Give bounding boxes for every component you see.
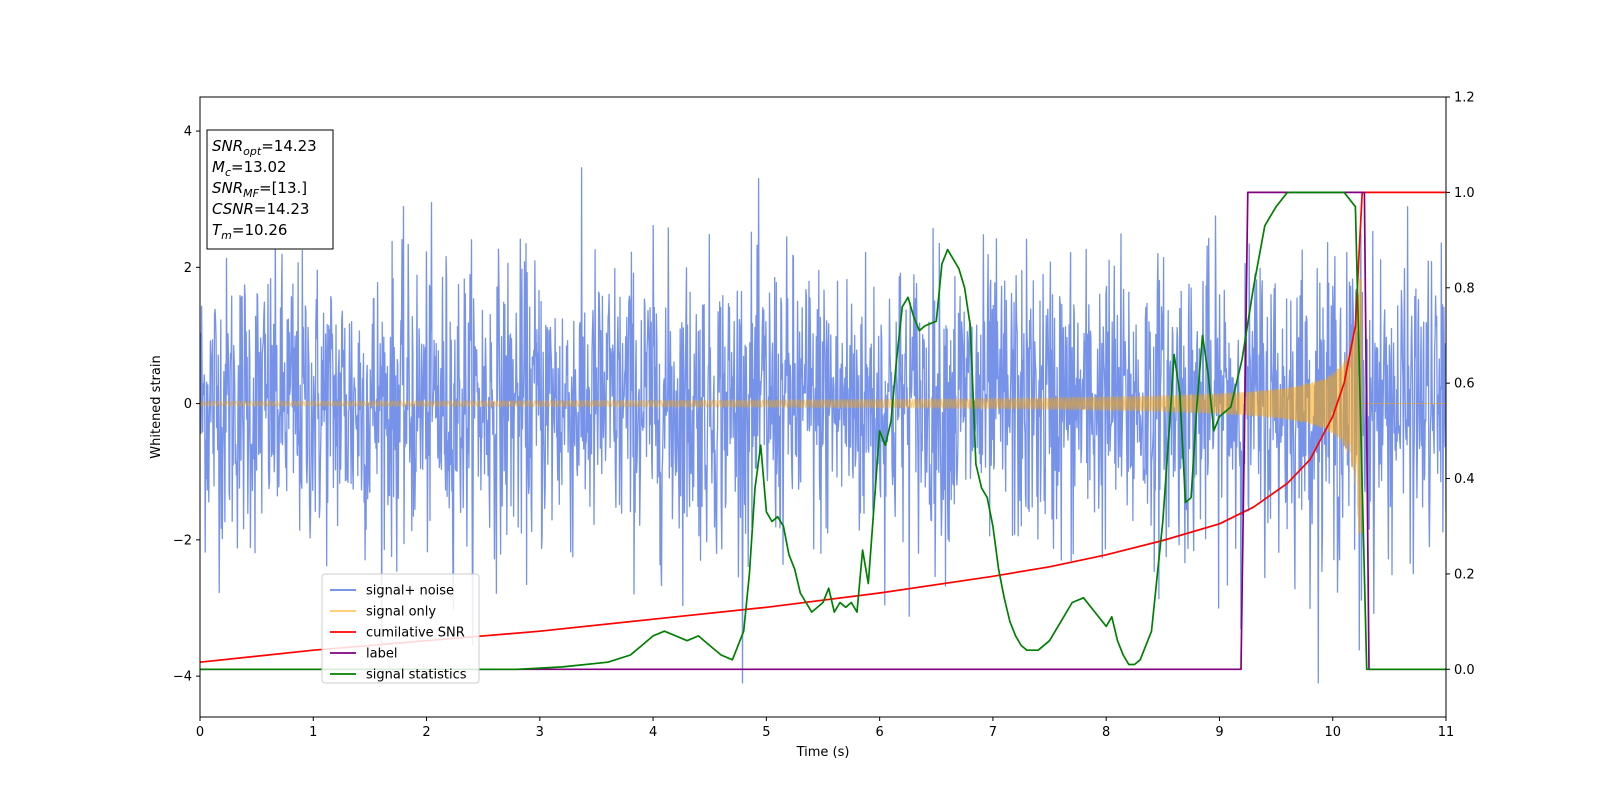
stats-line: SNRopt=14.23 bbox=[212, 137, 317, 158]
x-tick-label: 9 bbox=[1215, 725, 1223, 740]
series-cumilative-snr bbox=[200, 191, 1446, 664]
y2-tick-label: 0.8 bbox=[1454, 281, 1475, 296]
series-layer bbox=[200, 167, 1446, 684]
plot-frame bbox=[199, 96, 1447, 718]
series-signal-only bbox=[200, 278, 1446, 534]
x-tick-label: 5 bbox=[762, 725, 770, 740]
y2-tick-label: 0.6 bbox=[1454, 377, 1475, 392]
y-tick-label: −4 bbox=[173, 670, 192, 685]
y2-tick-label: 1.0 bbox=[1454, 186, 1475, 201]
stats-line: CSNR=14.23 bbox=[212, 200, 309, 218]
x-axis-label: Time (s) bbox=[796, 745, 850, 760]
x-tick-label: 7 bbox=[989, 725, 997, 740]
legend-label: cumilative SNR bbox=[366, 626, 465, 641]
y-tick-label: 2 bbox=[184, 261, 192, 276]
series-signal-noise bbox=[200, 167, 1446, 684]
legend: signal+ noise signal only cumilative SNR la… bbox=[321, 573, 480, 684]
x-tick-label: 1 bbox=[309, 725, 317, 740]
legend-label: signal+ noise bbox=[366, 584, 454, 599]
x-tick-label: 8 bbox=[1102, 725, 1110, 740]
x-tick-label: 3 bbox=[536, 725, 544, 740]
stats-line: Mc=13.02 bbox=[212, 158, 287, 179]
legend-frame bbox=[321, 573, 480, 684]
stats-line: Tm=10.26 bbox=[212, 221, 287, 242]
x-tick-label: 4 bbox=[649, 725, 657, 740]
x-tick-label: 6 bbox=[875, 725, 883, 740]
x-tick-label: 2 bbox=[422, 725, 430, 740]
y2-tick-label: 0.4 bbox=[1454, 472, 1475, 487]
stats-line: SNRMF=[13.] bbox=[212, 179, 307, 200]
series-signal-statistics bbox=[200, 191, 1446, 671]
axes-layer: 0 1 2 3 4 5 6 7 8 9 10 11 −4 −2 0 2 4 0.0 0.2 0.4 0.6 0.8 1.0 1… bbox=[173, 91, 1475, 741]
x-tick-label: 11 bbox=[1438, 725, 1455, 740]
stats-box-frame bbox=[206, 129, 334, 250]
legend-label: signal only bbox=[366, 605, 436, 620]
y-tick-label: 0 bbox=[184, 397, 192, 412]
x-tick-label: 10 bbox=[1324, 725, 1341, 740]
legend-label: label bbox=[366, 647, 397, 662]
stats-box: SNRopt=14.23Mc=13.02SNRMF=[13.]CSNR=14.2… bbox=[206, 129, 334, 250]
y-tick-label: −2 bbox=[173, 533, 192, 548]
y2-tick-label: 0.0 bbox=[1454, 663, 1475, 678]
legend-label: signal statistics bbox=[366, 668, 467, 683]
y2-tick-label: 1.2 bbox=[1454, 91, 1475, 106]
x-tick-label: 0 bbox=[196, 725, 204, 740]
y-axis-label: Whitened strain bbox=[149, 355, 164, 458]
y-tick-label: 4 bbox=[184, 125, 192, 140]
y2-tick-label: 0.2 bbox=[1454, 567, 1475, 582]
